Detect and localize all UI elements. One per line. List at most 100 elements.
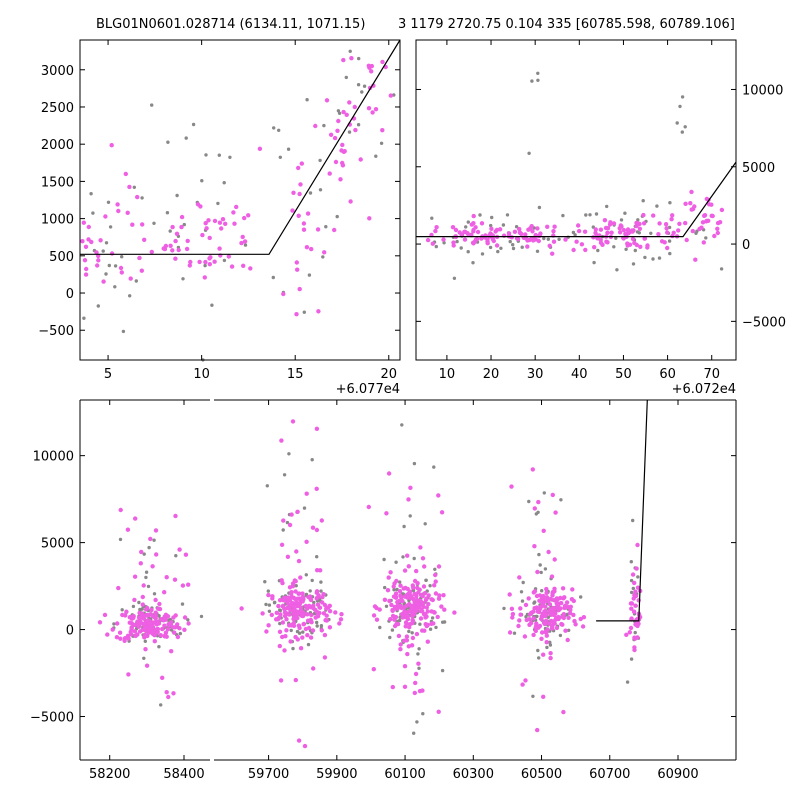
data-point (430, 616, 435, 620)
data-point (145, 618, 151, 623)
data-point (119, 270, 125, 275)
data-point (471, 221, 476, 226)
data-point (163, 617, 168, 622)
data-point (125, 210, 130, 215)
data-point (168, 622, 174, 627)
data-point (592, 260, 596, 265)
data-point (379, 141, 384, 145)
data-point (303, 603, 309, 609)
data-point (407, 625, 412, 630)
data-point (305, 633, 310, 638)
data-point (298, 646, 304, 651)
data-point (439, 510, 445, 515)
data-point (404, 634, 410, 639)
data-point (143, 647, 148, 652)
data-point (232, 221, 237, 226)
data-point (115, 202, 120, 207)
data-point (715, 230, 720, 236)
data-point (301, 227, 307, 232)
data-point (544, 640, 549, 645)
data-point (165, 627, 171, 632)
data-point (531, 632, 536, 638)
data-point (557, 237, 561, 241)
data-point (174, 231, 180, 236)
data-point (608, 220, 613, 225)
data-point (631, 262, 636, 266)
data-point (435, 614, 440, 620)
data-point (540, 589, 544, 593)
data-point (436, 493, 441, 498)
data-point (279, 542, 285, 547)
data-point (277, 598, 283, 603)
data-point (202, 275, 207, 280)
data-point (406, 644, 411, 649)
data-point (563, 237, 568, 242)
data-point (489, 223, 493, 228)
data-point (699, 225, 704, 230)
data-point (683, 125, 687, 129)
data-point (675, 121, 679, 125)
data-point (80, 239, 85, 244)
data-point (561, 709, 566, 715)
data-point (163, 243, 169, 249)
data-point (425, 237, 431, 243)
data-point (598, 227, 604, 232)
data-point (186, 582, 191, 587)
data-point (157, 645, 161, 649)
data-point (415, 720, 419, 724)
data-point (153, 610, 158, 615)
data-point (629, 560, 633, 564)
data-point (551, 239, 557, 244)
data-point (531, 616, 536, 621)
data-point (480, 252, 485, 256)
data-point (412, 731, 416, 735)
data-point (174, 554, 178, 558)
x-tick-label: 15 (287, 367, 304, 382)
data-point (632, 647, 637, 653)
data-point (127, 184, 132, 190)
data-point (683, 220, 688, 226)
data-point (300, 591, 305, 596)
data-point (433, 228, 438, 234)
data-point (113, 264, 118, 268)
data-point (532, 589, 538, 594)
data-point (399, 605, 404, 611)
data-point (234, 204, 239, 210)
data-point (117, 630, 123, 635)
data-point (280, 620, 286, 625)
data-point (115, 621, 120, 626)
data-point (391, 584, 396, 589)
data-point (665, 245, 670, 251)
data-point (542, 236, 546, 241)
data-point (267, 609, 272, 613)
data-point (425, 622, 430, 628)
data-point (289, 623, 294, 628)
data-point (491, 238, 496, 244)
data-point (217, 153, 221, 157)
data-point (623, 231, 628, 236)
data-point (520, 599, 525, 603)
data-point (629, 590, 634, 595)
data-point (308, 635, 314, 640)
data-point (671, 230, 676, 235)
data-point (524, 615, 528, 619)
data-point (257, 146, 263, 151)
data-point (147, 621, 153, 626)
data-point (614, 236, 618, 240)
x-tick-label: 59700 (248, 767, 289, 782)
data-point (536, 510, 540, 514)
data-point (509, 484, 514, 489)
data-point (160, 626, 165, 632)
data-point (132, 629, 138, 634)
data-point (536, 238, 541, 244)
data-point (399, 595, 404, 600)
data-point (398, 642, 403, 647)
data-point (200, 179, 204, 183)
data-point (116, 585, 121, 591)
data-point (162, 634, 168, 639)
data-point (514, 236, 520, 241)
data-point (533, 628, 538, 634)
data-point (633, 248, 637, 253)
data-point (301, 630, 305, 634)
data-point (552, 224, 557, 229)
